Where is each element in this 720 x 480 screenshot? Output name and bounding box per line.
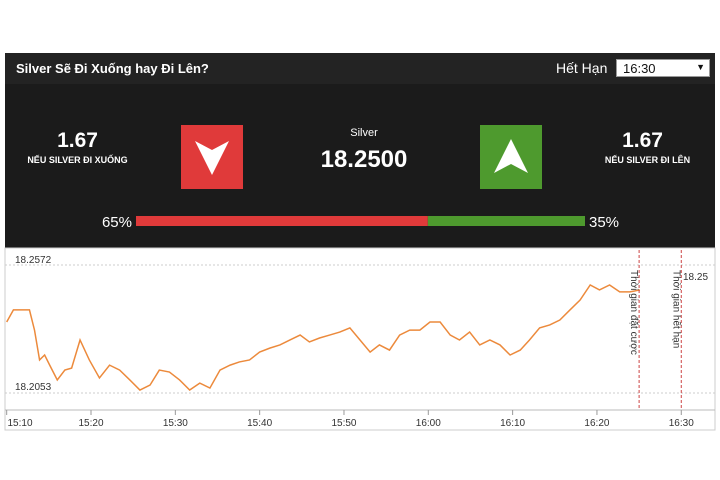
x-tick-label: 15:10: [7, 418, 32, 429]
y-tick-label: 18.2053: [15, 382, 52, 393]
price-line: [6, 284, 641, 392]
expiry-label: Hết Hạn: [556, 60, 608, 76]
sentiment-bar: [427, 216, 585, 226]
x-tick-label: 16:10: [500, 418, 525, 429]
expiry-select[interactable]: 16:30 ▼: [616, 59, 710, 77]
asset-price: 18.2500: [320, 146, 408, 173]
down-arrow: [195, 141, 229, 175]
x-tick-label: 16:20: [584, 418, 609, 429]
x-tick-label: 16:30: [669, 418, 694, 429]
sentiment-label: 35%: [589, 214, 619, 231]
expiry-value: 16:30: [623, 61, 656, 76]
time-marker-label: Thời gian đặt cược: [628, 270, 639, 355]
asset-name: Silver: [350, 127, 378, 139]
y-tick-label: 18.2572: [15, 255, 52, 266]
up-button[interactable]: [480, 125, 542, 189]
x-tick-label: 15:20: [78, 418, 103, 429]
down-label: NẾU SILVER ĐI XUỐNG: [27, 155, 128, 165]
sentiment-label: 65%: [102, 214, 132, 231]
dropdown-arrow: ▼: [696, 62, 705, 72]
down-button[interactable]: [181, 125, 243, 189]
current-price-label: 18.25: [683, 272, 708, 283]
down-payout: 1.67: [57, 129, 98, 152]
x-tick-label: 16:00: [416, 418, 441, 429]
sentiment-bar: [136, 216, 428, 226]
up-payout: 1.67: [622, 129, 663, 152]
x-tick-label: 15:40: [247, 418, 272, 429]
x-tick-label: 15:30: [163, 418, 188, 429]
title: Silver Sẽ Đi Xuống hay Đi Lên?: [16, 61, 209, 76]
up-label: NẾU SILVER ĐI LÊN: [604, 155, 691, 165]
x-tick-label: 15:50: [331, 418, 356, 429]
time-marker-label: Thời gian hết hạn: [670, 270, 682, 348]
header: Silver Sẽ Đi Xuống hay Đi Lên? Hết Hạn 1…: [5, 53, 715, 84]
up-arrow: [494, 139, 528, 173]
